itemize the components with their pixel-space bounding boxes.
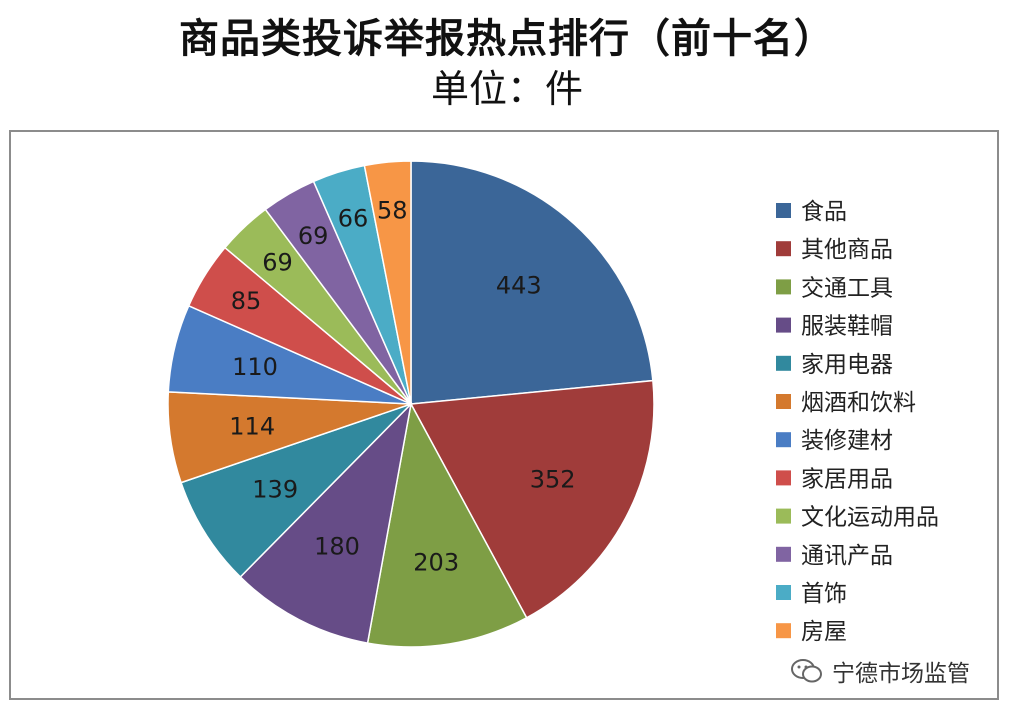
slice-value-label: 352 <box>530 465 576 493</box>
wechat-icon <box>790 657 824 685</box>
legend-item-label: 其他商品 <box>801 237 893 263</box>
legend-item-label: 家用电器 <box>801 352 893 378</box>
legend-item-label: 文化运动用品 <box>801 505 939 531</box>
legend-item-label: 食品 <box>801 199 847 225</box>
pie-slice <box>363 160 412 405</box>
slice-value-label: 66 <box>338 204 369 232</box>
legend-swatch <box>776 241 791 257</box>
page-title: 商品类投诉举报热点排行（前十名） <box>179 16 835 62</box>
watermark: 宁德市场监管 <box>790 654 970 688</box>
legend-item-label: 房屋 <box>801 619 847 645</box>
slice-value-label: 139 <box>252 475 298 503</box>
slice-value-label: 110 <box>232 353 278 381</box>
pie-slices <box>167 160 655 648</box>
slice-value-label: 203 <box>413 548 459 576</box>
legend-swatch <box>776 203 791 218</box>
pie-slice <box>239 401 413 644</box>
legend-swatch <box>776 508 791 524</box>
legend-item-label: 烟酒和饮料 <box>801 390 916 416</box>
slice-value-label: 69 <box>298 222 329 250</box>
pie-slice <box>366 401 528 648</box>
watermark-text: 宁德市场监管 <box>832 661 970 687</box>
legend-item-label: 家居用品 <box>801 466 893 492</box>
legend-item-label: 通讯产品 <box>801 543 893 569</box>
unit-subtitle: 单位：件 <box>430 67 583 111</box>
legend: 食品其他商品交通工具服装鞋帽家用电器烟酒和饮料装修建材家居用品文化运动用品通讯产… <box>776 199 939 645</box>
legend-swatch <box>776 585 791 600</box>
legend-swatch <box>776 355 791 371</box>
pie-slice <box>409 379 655 619</box>
legend-item-label: 首饰 <box>801 581 847 607</box>
legend-item-label: 装修建材 <box>801 428 893 454</box>
legend-swatch <box>776 432 791 448</box>
legend-item-label: 服装鞋帽 <box>801 314 893 340</box>
slice-value-label: 85 <box>231 287 262 315</box>
slice-value-label: 180 <box>314 532 360 560</box>
legend-swatch <box>776 394 791 409</box>
legend-swatch <box>776 317 791 333</box>
legend-swatch <box>776 546 791 562</box>
slice-value-label: 58 <box>377 197 408 225</box>
pie-slice <box>180 403 412 579</box>
legend-item-label: 交通工具 <box>801 275 893 301</box>
legend-swatch <box>776 470 791 486</box>
legend-swatch <box>776 279 791 295</box>
slice-value-label: 69 <box>262 249 293 277</box>
slice-value-label: 443 <box>496 271 542 299</box>
pie-slice <box>410 160 654 405</box>
legend-swatch <box>776 623 791 639</box>
slice-value-label: 114 <box>229 412 275 440</box>
